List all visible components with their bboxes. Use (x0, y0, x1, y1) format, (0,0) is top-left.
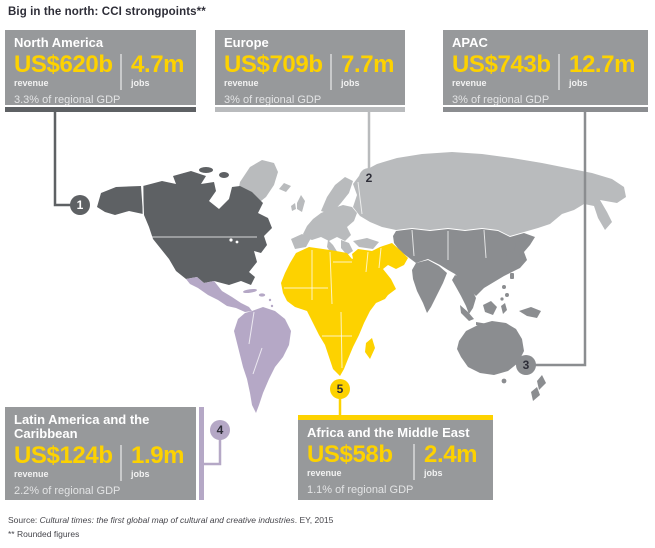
africa-color-bar (298, 415, 493, 420)
stat-divider (330, 54, 332, 90)
region-europe-shape (236, 152, 626, 256)
revenue-value: US$709b (224, 51, 323, 78)
jobs-label: jobs (424, 468, 443, 478)
revenue-label: revenue (452, 78, 487, 88)
jobs-value: 12.7m (569, 51, 636, 78)
connector-latin-america (202, 439, 222, 466)
card-europe: Europe US$709b revenue 7.7m jobs 3% of r… (215, 30, 405, 106)
card-africa-middle-east: Africa and the Middle East US$58b revenu… (298, 420, 493, 500)
revenue-label: revenue (14, 78, 49, 88)
europe-color-bar (215, 107, 405, 112)
card-north-america: North America US$620b revenue 4.7m jobs … (5, 30, 196, 106)
jobs-label: jobs (131, 469, 150, 479)
connector-apac (535, 112, 587, 367)
card-latin-america: Latin America and the Caribbean US$124b … (5, 407, 196, 500)
gdp-share: 2.2% of regional GDP (14, 485, 121, 497)
gdp-share: 3% of regional GDP (224, 94, 322, 106)
revenue-label: revenue (307, 468, 342, 478)
marker-number: 2 (365, 171, 373, 185)
region-name: North America (14, 35, 104, 50)
jobs-value: 2.4m (424, 441, 478, 468)
stat-divider (120, 54, 122, 90)
region-latin-america-shape (186, 277, 291, 413)
revenue-label: revenue (224, 78, 259, 88)
jobs-value: 1.9m (131, 442, 185, 469)
region-name: Latin America and the Caribbean (14, 412, 150, 441)
stat-divider (413, 444, 415, 480)
marker-north-america: 1 (70, 195, 90, 215)
country-borders (142, 181, 487, 375)
revenue-value: US$58b (307, 441, 393, 468)
marker-number: 3 (522, 358, 530, 372)
source-prefix: Source: (8, 515, 40, 525)
revenue-value: US$743b (452, 51, 551, 78)
latin-america-color-bar (199, 407, 204, 500)
marker-number: 1 (76, 198, 84, 212)
connector-lines (53, 112, 587, 466)
stat-divider (558, 54, 560, 90)
jobs-label: jobs (569, 78, 588, 88)
region-name: APAC (452, 35, 488, 50)
jobs-value: 7.7m (341, 51, 395, 78)
marker-number: 4 (216, 423, 224, 437)
gdp-share: 1.1% of regional GDP (307, 484, 414, 496)
footnote: ** Rounded figures (8, 529, 80, 539)
region-name: Europe (224, 35, 269, 50)
north-america-color-bar (5, 107, 196, 112)
marker-europe: 2 (359, 168, 379, 188)
jobs-label: jobs (131, 78, 150, 88)
marker-apac: 3 (516, 355, 536, 375)
gdp-share: 3.3% of regional GDP (14, 94, 121, 106)
jobs-label: jobs (341, 78, 360, 88)
source-suffix: . EY, 2015 (294, 515, 334, 525)
source-line: Source: Cultural times: the first global… (8, 515, 333, 525)
source-title: Cultural times: the first global map of … (39, 515, 295, 525)
region-north-america-shape (97, 167, 272, 285)
marker-africa: 5 (330, 379, 350, 399)
revenue-value: US$620b (14, 51, 113, 78)
marker-number: 5 (336, 382, 344, 396)
connector-north-america (53, 112, 72, 207)
page-title: Big in the north: CCI strongpoints** (8, 6, 206, 18)
revenue-value: US$124b (14, 442, 113, 469)
great-lakes (229, 238, 239, 244)
region-africa-middle-east-shape (281, 243, 408, 376)
marker-latin-america: 4 (210, 420, 230, 440)
gdp-share: 3% of regional GDP (452, 94, 550, 106)
stat-divider (120, 445, 122, 481)
apac-color-bar (443, 107, 648, 112)
revenue-label: revenue (14, 469, 49, 479)
region-name: Africa and the Middle East (307, 425, 470, 440)
jobs-value: 4.7m (131, 51, 185, 78)
region-apac-shape (393, 229, 546, 401)
card-apac: APAC US$743b revenue 12.7m jobs 3% of re… (443, 30, 648, 106)
